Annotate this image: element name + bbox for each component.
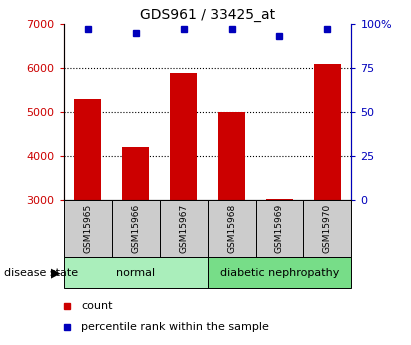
Bar — [64, 200, 112, 257]
Text: GSM15968: GSM15968 — [227, 204, 236, 253]
Bar — [218, 112, 245, 200]
Bar — [122, 147, 149, 200]
Text: GSM15969: GSM15969 — [275, 204, 284, 253]
Text: percentile rank within the sample: percentile rank within the sample — [81, 322, 269, 332]
Text: GSM15967: GSM15967 — [179, 204, 188, 253]
Bar — [256, 200, 303, 257]
Text: GSM15966: GSM15966 — [131, 204, 140, 253]
Text: normal: normal — [116, 268, 155, 277]
Bar — [171, 72, 197, 200]
Bar — [64, 257, 208, 288]
Bar — [208, 257, 351, 288]
Title: GDS961 / 33425_at: GDS961 / 33425_at — [140, 8, 275, 22]
Text: GSM15970: GSM15970 — [323, 204, 332, 253]
Text: count: count — [81, 301, 113, 311]
Bar — [159, 200, 208, 257]
Text: ▶: ▶ — [51, 266, 60, 279]
Bar — [314, 64, 341, 200]
Text: diabetic nephropathy: diabetic nephropathy — [220, 268, 339, 277]
Text: GSM15965: GSM15965 — [83, 204, 92, 253]
Bar — [303, 200, 351, 257]
Bar — [208, 200, 256, 257]
Bar — [266, 199, 293, 200]
Bar — [74, 99, 101, 200]
Bar — [112, 200, 159, 257]
Text: disease state: disease state — [4, 268, 78, 277]
